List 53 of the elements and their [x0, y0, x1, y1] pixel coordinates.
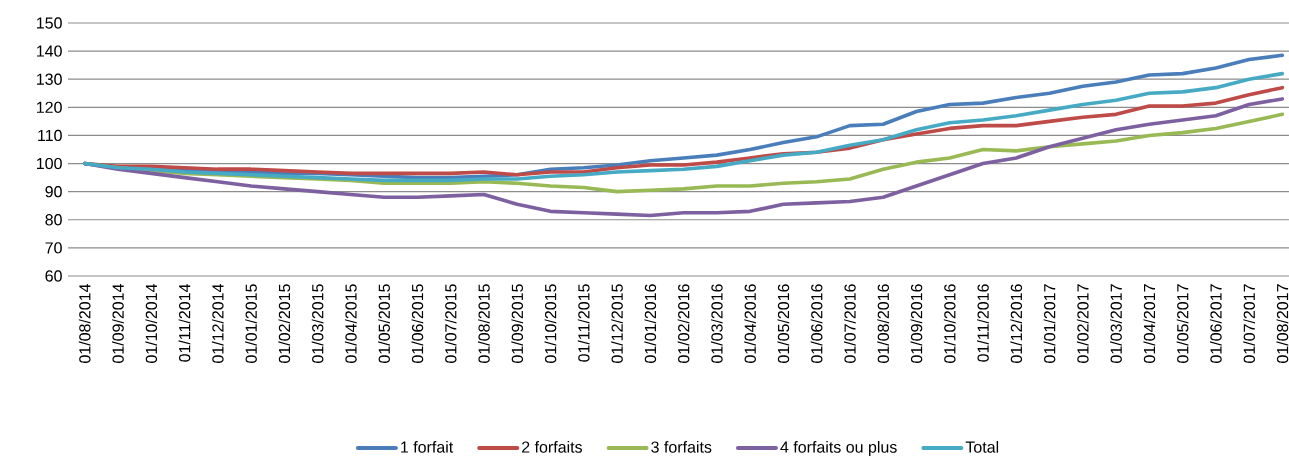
x-tick-label: 01/11/2014	[178, 284, 191, 362]
x-tick-label: 01/10/2015	[544, 284, 557, 363]
x-tick-label: 01/04/2017	[1143, 284, 1156, 363]
x-tick-label: 01/08/2014	[78, 284, 91, 363]
x-tick-label: 01/05/2016	[777, 284, 790, 363]
x-tick-label: 01/06/2015	[411, 284, 424, 363]
legend-label: 2 forfaits	[522, 441, 582, 453]
x-tick-label: 01/07/2016	[843, 284, 856, 363]
x-tick-label: 01/09/2015	[511, 284, 524, 363]
x-tick-label: 01/05/2015	[378, 284, 390, 363]
y-tick-label: 110	[38, 129, 62, 142]
x-tick-label: 01/06/2017	[1209, 284, 1222, 363]
x-tick-label: 01/12/2016	[1010, 284, 1023, 363]
x-tick-label: 01/01/2015	[245, 284, 257, 363]
y-tick-label: 140	[37, 45, 62, 57]
x-tick-label: 01/07/2015	[444, 284, 457, 363]
x-tick-label: 01/03/2017	[1110, 284, 1122, 363]
x-tick-label: 01/09/2014	[112, 284, 124, 363]
x-tick-label: 01/10/2014	[145, 284, 158, 363]
x-tick-label: 01/07/2017	[1243, 284, 1255, 363]
x-tick-label: 01/08/2017	[1276, 284, 1289, 363]
y-tick-label: 90	[45, 186, 62, 198]
x-tick-label: 01/02/2016	[677, 284, 690, 363]
x-tick-label: 01/08/2016	[877, 284, 889, 363]
x-tick-label: 01/10/2016	[943, 284, 956, 363]
legend-label: Total	[965, 441, 999, 453]
line-series	[82, 97, 1285, 218]
x-tick-label: 01/12/2014	[211, 284, 224, 363]
x-tick-label: 01/02/2015	[278, 284, 291, 363]
y-tick-label: 150	[37, 17, 62, 29]
x-tick-label: 01/02/2017	[1076, 284, 1089, 363]
x-tick-label: 01/05/2017	[1176, 284, 1189, 363]
y-tick-label: 80	[45, 214, 62, 226]
legend-label: 3 forfaits	[651, 441, 712, 453]
x-tick-label: 01/11/2016	[977, 284, 989, 362]
x-tick-label: 01/12/2015	[611, 284, 623, 363]
x-tick-label: 01/03/2015	[311, 284, 324, 363]
x-tick-label: 01/03/2016	[710, 284, 723, 363]
x-tick-label: 01/04/2015	[344, 284, 357, 363]
x-tick-label: 01/04/2016	[744, 284, 756, 363]
legend-label: 1 forfait	[401, 441, 454, 453]
x-tick-label: 01/01/2016	[644, 284, 657, 363]
y-tick-label: 60	[45, 270, 62, 282]
y-tick-label: 130	[37, 73, 62, 85]
x-tick-label: 01/06/2016	[810, 284, 823, 363]
y-tick-label: 70	[45, 242, 62, 254]
y-tick-label: 120	[37, 101, 62, 113]
x-tick-label: 01/09/2016	[910, 284, 923, 363]
y-tick-label: 100	[37, 157, 62, 170]
x-tick-label: 01/01/2017	[1043, 284, 1056, 363]
x-tick-label: 01/08/2015	[478, 284, 490, 363]
legend-label: 4 forfaits ou plus	[780, 441, 897, 456]
x-tick-label: 01/11/2015	[577, 284, 590, 362]
